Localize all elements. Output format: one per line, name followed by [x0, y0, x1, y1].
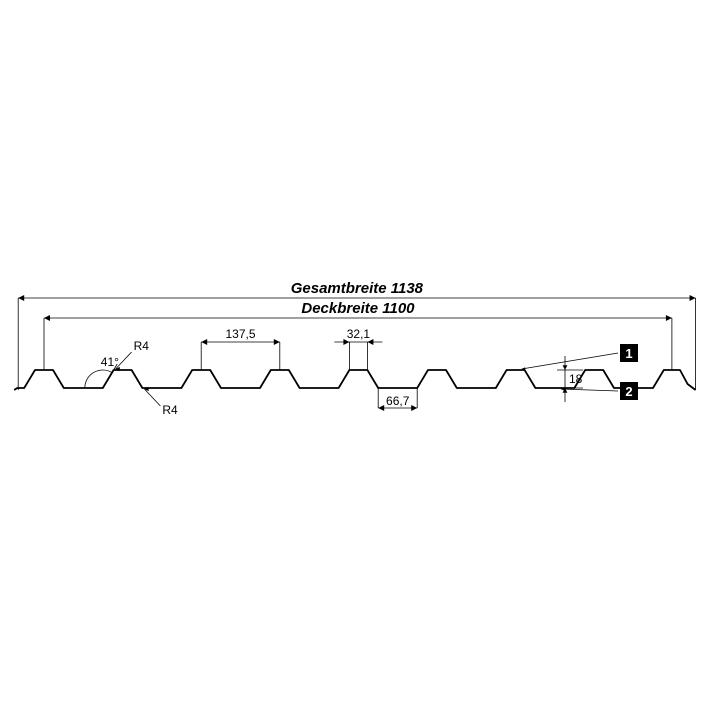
profile-diagram: Gesamtbreite 1138 Deckbreite 1100 137,5 32,… [0, 0, 725, 725]
profile-outline [14, 370, 695, 390]
angle-label: 41° [101, 355, 119, 369]
pitch-label: 137,5 [225, 327, 255, 341]
top-width-label: 32,1 [347, 327, 371, 341]
cover-width-label: Deckbreite 1100 [301, 300, 415, 317]
overall-width-label: Gesamtbreite 1138 [291, 280, 424, 297]
badge-2-text: 2 [625, 384, 632, 399]
radius-top-label: R4 [134, 339, 150, 353]
bottom-width-label: 66,7 [386, 394, 410, 408]
radius-bottom-label: R4 [162, 403, 178, 417]
badge-1-text: 1 [625, 346, 632, 361]
height-label: 18 [569, 372, 583, 386]
